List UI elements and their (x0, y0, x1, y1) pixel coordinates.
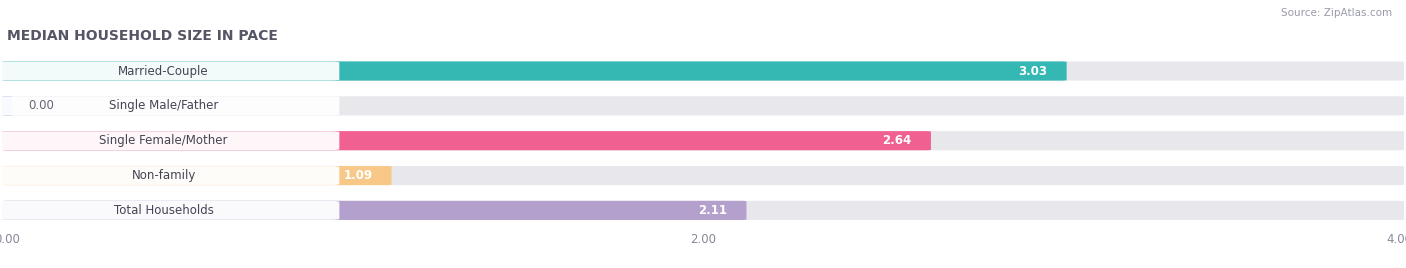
FancyBboxPatch shape (1, 96, 13, 116)
FancyBboxPatch shape (1, 61, 1067, 81)
FancyBboxPatch shape (1, 131, 1405, 150)
Text: Source: ZipAtlas.com: Source: ZipAtlas.com (1281, 8, 1392, 18)
FancyBboxPatch shape (1, 131, 931, 150)
FancyBboxPatch shape (1, 201, 747, 220)
Text: 2.64: 2.64 (883, 134, 912, 147)
Text: 3.03: 3.03 (1018, 65, 1047, 77)
Text: 0.00: 0.00 (28, 99, 55, 112)
FancyBboxPatch shape (0, 201, 339, 220)
FancyBboxPatch shape (0, 62, 339, 80)
Text: Married-Couple: Married-Couple (118, 65, 209, 77)
FancyBboxPatch shape (1, 96, 1405, 116)
FancyBboxPatch shape (1, 61, 1405, 81)
FancyBboxPatch shape (1, 201, 1405, 220)
Text: MEDIAN HOUSEHOLD SIZE IN PACE: MEDIAN HOUSEHOLD SIZE IN PACE (7, 29, 278, 43)
Text: Single Female/Mother: Single Female/Mother (100, 134, 228, 147)
Text: Non-family: Non-family (131, 169, 195, 182)
Text: Total Households: Total Households (114, 204, 214, 217)
Text: 2.11: 2.11 (699, 204, 727, 217)
FancyBboxPatch shape (0, 96, 339, 115)
FancyBboxPatch shape (0, 131, 339, 150)
Text: Single Male/Father: Single Male/Father (108, 99, 218, 112)
Text: 1.09: 1.09 (343, 169, 373, 182)
FancyBboxPatch shape (1, 166, 1405, 185)
FancyBboxPatch shape (1, 166, 391, 185)
FancyBboxPatch shape (0, 166, 339, 185)
